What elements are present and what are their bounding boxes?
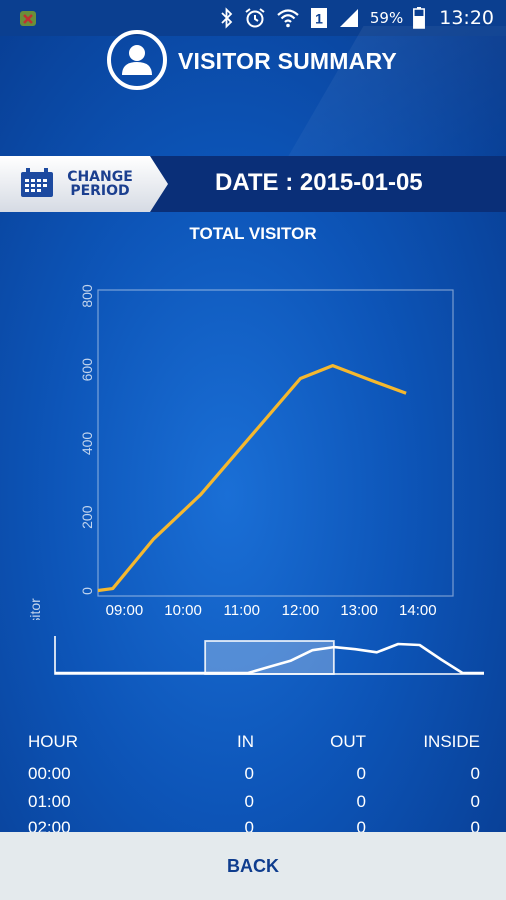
wifi-icon <box>277 9 299 28</box>
cell-inside: 0 <box>470 764 480 783</box>
navigator-line <box>55 642 484 675</box>
bottom-bar: BACK <box>0 832 506 900</box>
y-tick-label: 600 <box>79 358 95 382</box>
cell-in: 0 <box>244 818 254 832</box>
col-header-in: IN <box>237 732 254 751</box>
series-line <box>97 364 407 593</box>
col-header-inside: INSIDE <box>423 732 480 751</box>
table-row: 01:00 0 0 0 <box>0 792 506 818</box>
y-tick-label: 200 <box>79 505 95 529</box>
cell-out: 0 <box>356 818 366 832</box>
y-tick-label: 800 <box>79 284 95 308</box>
sim-1-icon: 1 <box>310 8 327 28</box>
cell-inside: 0 <box>470 818 480 832</box>
battery-icon <box>413 7 426 29</box>
cell-inside: 0 <box>470 792 480 811</box>
back-button[interactable]: BACK <box>227 856 279 876</box>
cell-hour: 01:00 <box>28 792 71 811</box>
battery-percent: 59% <box>369 9 404 27</box>
cell-out: 0 <box>356 792 366 811</box>
cell-in: 0 <box>244 764 254 783</box>
header-decoration <box>288 26 506 156</box>
x-tick-label: 12:00 <box>282 602 320 619</box>
page-title: VISITOR SUMMARY <box>178 48 397 74</box>
plot-frame <box>97 289 454 597</box>
x-tick-label: 09:00 <box>106 602 144 619</box>
cell-hour: 00:00 <box>28 764 71 783</box>
alarm-icon <box>245 8 265 28</box>
user-avatar-icon <box>107 30 167 90</box>
y-tick-label: 0 <box>79 587 95 595</box>
table-row: 02:00 0 0 0 <box>0 818 506 832</box>
cell-out: 0 <box>356 764 366 783</box>
clock-time: 13:20 <box>439 7 494 29</box>
col-header-hour: HOUR <box>28 732 79 751</box>
chart-title: TOTAL VISITOR <box>189 224 317 243</box>
hourly-table: HOUR IN OUT INSIDE 00:00 0 0 0 01:00 0 0… <box>0 720 506 832</box>
x-tick-label: 11:00 <box>224 602 260 619</box>
cell-hour: 02:00 <box>28 818 71 832</box>
date-label: DATE : 2015-01-05 <box>215 169 423 196</box>
change-period-label: CHANGE PERIOD <box>67 169 133 199</box>
col-header-out: OUT <box>330 732 366 751</box>
bluetooth-icon <box>221 7 233 29</box>
visitor-line-chart: 0 200 400 600 800 09:00 10:00 11:00 12:00 13:00 1… <box>27 284 454 620</box>
x-tick-label: 13:00 <box>340 602 378 619</box>
x-tick-label: 10:00 <box>164 602 202 619</box>
navigator-window-handle[interactable] <box>204 640 335 675</box>
calendar-icon <box>21 168 53 197</box>
app-notification-icon <box>20 11 36 26</box>
svg-text:1: 1 <box>315 11 323 27</box>
range-navigator[interactable] <box>0 636 506 686</box>
x-tick-label: 14:00 <box>399 602 437 619</box>
table-row: 00:00 0 0 0 <box>0 764 506 790</box>
change-period-button[interactable]: CHANGE PERIOD <box>0 156 170 212</box>
cell-in: 0 <box>244 792 254 811</box>
signal-icon <box>339 9 358 27</box>
y-tick-label: 400 <box>79 432 95 456</box>
status-bar: 1 59% 13:20 <box>0 0 506 36</box>
table-header-row: HOUR IN OUT INSIDE <box>0 732 506 758</box>
y-axis-title: Number of visitor <box>27 598 43 620</box>
